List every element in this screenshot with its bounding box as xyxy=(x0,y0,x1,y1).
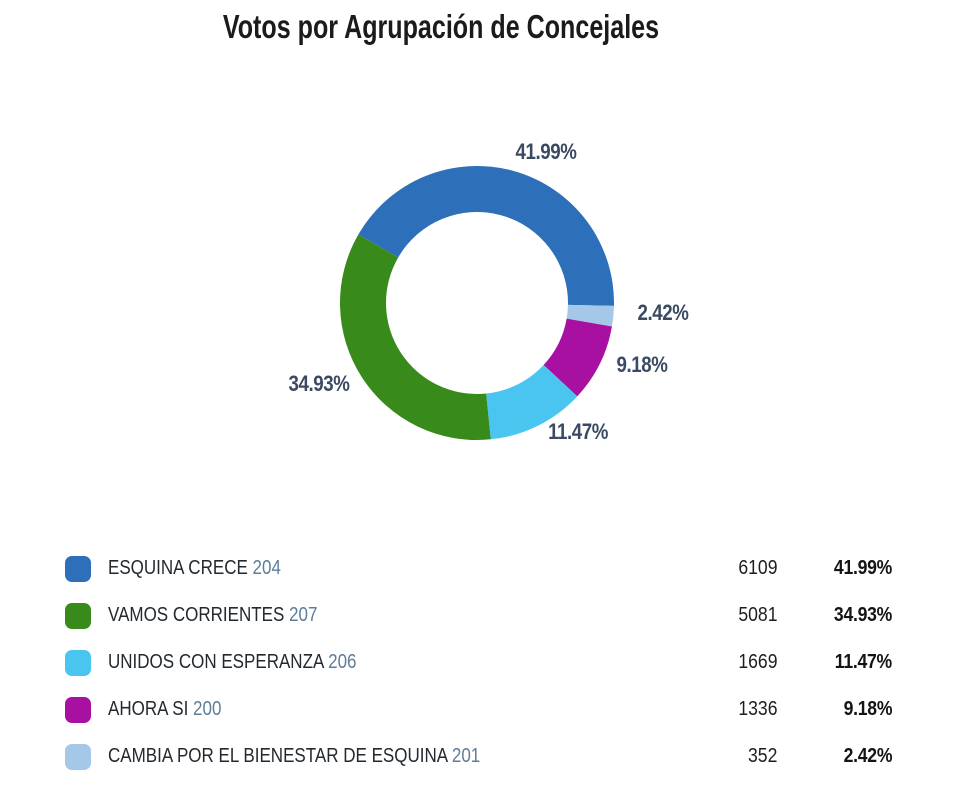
party-name: CAMBIA POR EL BIENESTAR DE ESQUINA xyxy=(108,745,448,767)
party-list-number: 206 xyxy=(328,651,357,673)
chart-title: Votos por Agrupación de Concejales xyxy=(0,6,882,48)
party-votes: 352 xyxy=(747,745,777,767)
party-list-number: 204 xyxy=(252,557,281,579)
legend-row: ESQUINA CRECE 204 6109 41.99% xyxy=(65,545,892,592)
legend-row: AHORA SI 200 1336 9.18% xyxy=(65,686,892,733)
legend-table: ESQUINA CRECE 204 6109 41.99% VAMOS CORR… xyxy=(65,545,892,780)
legend-row: CAMBIA POR EL BIENESTAR DE ESQUINA 201 3… xyxy=(65,733,892,780)
slice-percent-label-vamos-corrientes: 34.93% xyxy=(288,371,350,396)
donut-slice-unidos-con-esperanza[interactable] xyxy=(486,365,578,440)
legend-row: VAMOS CORRIENTES 207 5081 34.93% xyxy=(65,592,892,639)
party-votes: 5081 xyxy=(737,604,777,626)
donut-slice-vamos-corrientes[interactable] xyxy=(339,234,491,441)
party-percent: 34.93% xyxy=(833,604,892,626)
party-percent: 41.99% xyxy=(833,557,892,579)
legend-row: UNIDOS CON ESPERANZA 206 1669 11.47% xyxy=(65,639,892,686)
party-list-number: 200 xyxy=(193,698,222,720)
party-votes: 6109 xyxy=(737,557,777,579)
party-name: AHORA SI xyxy=(108,698,189,720)
party-votes: 1336 xyxy=(737,698,777,720)
party-percent: 2.42% xyxy=(843,745,892,767)
slice-percent-label-unidos-con-esperanza: 11.47% xyxy=(548,419,608,444)
donut-slice-cambia-por-el-bienestar-de-esquina[interactable] xyxy=(566,304,614,327)
party-list-number: 201 xyxy=(451,745,481,767)
slice-percent-label-esquina-crece: 41.99% xyxy=(515,139,577,164)
legend-color-swatch xyxy=(65,696,91,723)
donut-slice-esquina-crece[interactable] xyxy=(358,165,614,306)
slice-percent-label-cambia-por-el-bienestar-de-esquina: 2.42% xyxy=(637,300,689,325)
chart-title-text: Votos por Agrupación de Concejales xyxy=(222,8,660,45)
party-percent: 11.47% xyxy=(834,651,892,673)
party-votes: 1669 xyxy=(737,651,777,673)
legend-color-swatch xyxy=(65,555,91,582)
donut-slice-ahora-si[interactable] xyxy=(543,318,612,397)
legend-color-swatch xyxy=(65,602,91,629)
party-list-number: 207 xyxy=(289,604,318,626)
party-name: UNIDOS CON ESPERANZA xyxy=(108,651,324,673)
legend-color-swatch xyxy=(65,743,91,770)
slice-percent-label-ahora-si: 9.18% xyxy=(616,352,668,377)
legend-color-swatch xyxy=(65,649,91,676)
party-name: VAMOS CORRIENTES xyxy=(108,604,285,626)
party-percent: 9.18% xyxy=(843,698,892,720)
party-name: ESQUINA CRECE xyxy=(108,557,248,579)
